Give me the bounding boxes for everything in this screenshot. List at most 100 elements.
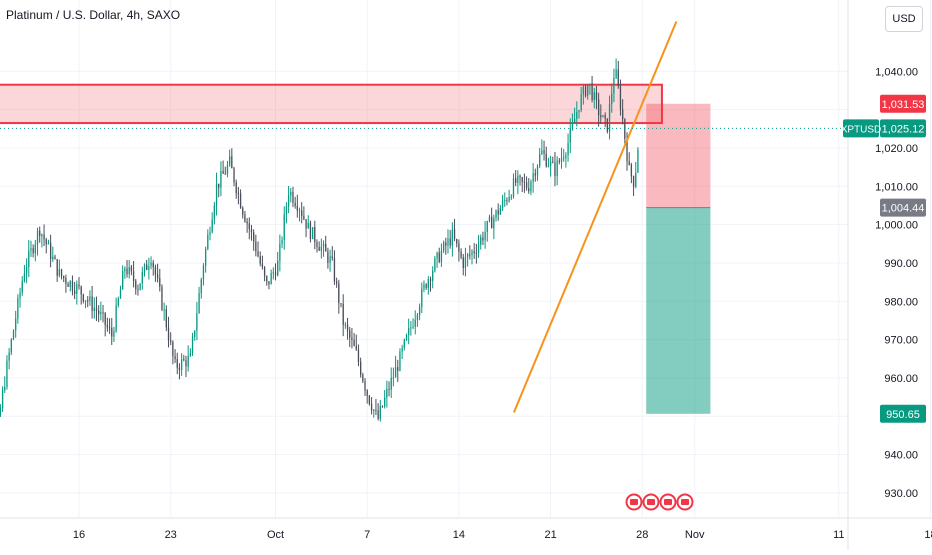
chart-title: Platinum / U.S. Dollar, 4h, SAXO (6, 8, 181, 22)
candle-body (322, 243, 325, 247)
candle-body (91, 296, 93, 311)
candle-body (87, 300, 89, 302)
candle-body (421, 288, 423, 308)
x-tick-label: 7 (364, 529, 370, 541)
candle-body (104, 312, 106, 326)
candle-body (170, 340, 172, 342)
candle-body (78, 284, 80, 287)
candle-body (399, 351, 401, 371)
candle-body (233, 168, 235, 183)
candle-body (187, 355, 189, 367)
candle-body (279, 243, 281, 261)
candle-body (150, 262, 152, 267)
stop-loss-zone[interactable] (646, 103, 711, 208)
candle-body (174, 356, 176, 360)
candle-body (200, 279, 202, 294)
candle-body (272, 272, 274, 274)
candle-body (626, 138, 628, 162)
candle-body (434, 258, 436, 271)
candle-body (250, 229, 253, 233)
candle-body (45, 239, 47, 245)
candle-body (552, 161, 554, 163)
candle-body (576, 111, 578, 119)
event-flag-inner (664, 499, 672, 505)
currency-button[interactable]: USD (885, 6, 923, 32)
candle-body (379, 406, 381, 419)
candle-body (412, 326, 414, 328)
candle-body (204, 249, 207, 266)
y-tick-label: 970.00 (884, 335, 918, 347)
candle-body (456, 238, 458, 244)
candle-body (501, 200, 504, 209)
candle-body (587, 84, 589, 96)
candle-body (355, 345, 357, 350)
candle-body (569, 128, 571, 143)
resistance-zone[interactable] (0, 83, 663, 125)
candle-body (325, 243, 327, 252)
candle-body (56, 259, 58, 276)
candle-body (558, 160, 560, 162)
candle-body (248, 223, 250, 230)
candle-body (368, 395, 371, 404)
candle-body (126, 268, 128, 275)
candle-body (589, 83, 591, 85)
candle-body (301, 210, 303, 217)
candle-body (497, 210, 499, 215)
candle-body (414, 319, 416, 327)
candle-body (80, 286, 82, 295)
candle-body (630, 164, 633, 177)
candle-body (591, 83, 593, 100)
candle-body (316, 242, 318, 248)
candle-body (438, 252, 440, 262)
candle-body (477, 244, 480, 253)
candle-body (318, 247, 320, 251)
candle-body (621, 109, 624, 120)
candle-body (464, 256, 467, 268)
trendline[interactable] (512, 21, 678, 413)
candle-body (167, 327, 170, 341)
price-label: 1,031.53 (882, 99, 925, 111)
candle-body (303, 216, 305, 220)
candle-body (405, 335, 408, 340)
candle-body (499, 208, 502, 215)
candle-body (530, 181, 532, 192)
candle-body (333, 258, 336, 282)
candle-body (462, 257, 464, 268)
candle-body (159, 278, 161, 287)
candle-body (52, 256, 54, 260)
candle-body (122, 271, 124, 290)
candle-body (124, 268, 126, 272)
candle-body (143, 264, 146, 273)
x-tick-label: 23 (165, 529, 177, 541)
candle-body (4, 386, 6, 391)
candle-body (17, 298, 19, 319)
event-flag-inner (647, 499, 655, 505)
candle-body (163, 309, 165, 311)
candle-body (584, 86, 587, 96)
candle-body (619, 86, 622, 110)
take-profit-zone[interactable] (646, 207, 711, 414)
candle-body (100, 312, 102, 315)
y-tick-label: 1,020.00 (875, 143, 918, 155)
candle-body (111, 328, 113, 337)
candle-body (536, 165, 539, 176)
candle-body (49, 242, 52, 260)
candle-body (298, 210, 301, 212)
candle-body (198, 293, 200, 314)
y-tick-label: 960.00 (884, 373, 918, 385)
candle-body (565, 155, 567, 158)
x-tick-label: 18 (924, 529, 932, 541)
candle-body (578, 110, 580, 112)
candle-body (156, 274, 159, 279)
candle-body (447, 238, 449, 246)
candle-body (137, 289, 139, 291)
candle-body (346, 324, 349, 331)
candle-body (8, 352, 10, 361)
candle-body (97, 310, 100, 315)
candle-body (608, 104, 611, 132)
candle-body (381, 406, 384, 408)
candle-body (84, 300, 87, 302)
candle-body (335, 281, 338, 284)
